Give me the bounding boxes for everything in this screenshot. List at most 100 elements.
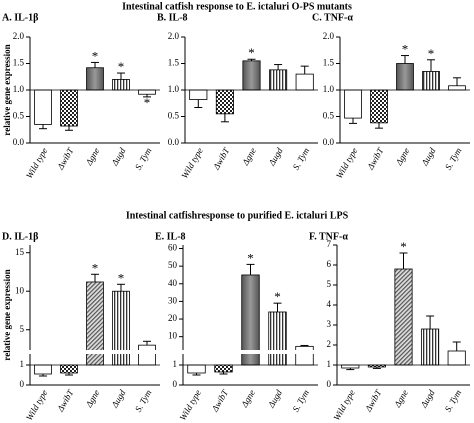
x-tick-label: S. Tym bbox=[290, 388, 311, 414]
y-tick-label: 0.0 bbox=[168, 137, 180, 147]
significance-star: * bbox=[92, 260, 99, 275]
x-tick-label: ΔwibT bbox=[363, 387, 384, 414]
x-tick-label: Wild type bbox=[334, 146, 360, 180]
x-tick-label: Δugd bbox=[109, 388, 128, 411]
y-tick-label: 5 bbox=[327, 279, 332, 289]
x-tick-label: Δgne bbox=[392, 388, 410, 410]
x-tick-label: Wild type bbox=[177, 388, 203, 422]
section-title: Intestinal catfishresponse to purified E… bbox=[126, 210, 349, 221]
significance-star: * bbox=[144, 95, 151, 110]
bar bbox=[295, 73, 314, 91]
bar bbox=[187, 364, 206, 374]
panel-title: B. IL-8 bbox=[157, 12, 188, 23]
x-tick-label: Δgne bbox=[240, 146, 258, 168]
x-tick-label: Δgne bbox=[83, 388, 101, 410]
bar bbox=[138, 344, 156, 366]
y-tick-label: 0.5 bbox=[13, 111, 25, 121]
bar bbox=[421, 328, 440, 366]
y-tick-label: 0 bbox=[173, 379, 178, 389]
y-axis-label: relative gene expression bbox=[2, 269, 12, 360]
bar bbox=[394, 268, 413, 366]
y-tick-label: 3 bbox=[327, 319, 332, 329]
x-tick-label: Δugd bbox=[418, 388, 437, 411]
y-tick-label: 5 bbox=[20, 324, 25, 334]
bar bbox=[215, 89, 234, 115]
y-tick-label: 1 bbox=[20, 359, 25, 369]
bar bbox=[189, 89, 208, 100]
panel-title: E. IL-8 bbox=[155, 231, 186, 242]
significance-star: * bbox=[400, 239, 407, 254]
bar bbox=[34, 89, 52, 125]
bar bbox=[448, 85, 466, 91]
y-tick-label: 0.5 bbox=[323, 111, 335, 121]
bar bbox=[138, 89, 156, 95]
x-tick-label: ΔwibT bbox=[55, 387, 76, 414]
y-tick-label: 2.0 bbox=[13, 31, 25, 41]
section-title: Intestinal catfish response to E. ictalu… bbox=[122, 1, 352, 12]
y-tick-label: 1.0 bbox=[13, 84, 25, 94]
y-tick-label: 2.0 bbox=[168, 31, 180, 41]
y-axis-label: relative gene expression bbox=[2, 44, 12, 135]
panel-title: F. TNF-α bbox=[309, 231, 348, 242]
significance-star: * bbox=[118, 59, 125, 74]
significance-star: * bbox=[428, 46, 435, 61]
axis-break bbox=[178, 350, 318, 354]
x-tick-label: Wild type bbox=[24, 388, 50, 422]
significance-star: * bbox=[402, 42, 409, 57]
bar bbox=[268, 311, 287, 366]
bar bbox=[370, 89, 388, 124]
bar bbox=[269, 69, 288, 91]
bar bbox=[86, 67, 104, 91]
bar bbox=[60, 89, 78, 127]
y-tick-label: 1 bbox=[173, 359, 178, 369]
y-tick-label: 1.0 bbox=[168, 84, 180, 94]
x-tick-label: ΔwibT bbox=[209, 387, 230, 414]
bar bbox=[447, 350, 466, 366]
x-tick-label: S. Tym bbox=[443, 146, 464, 172]
x-tick-label: S. Tym bbox=[291, 146, 312, 172]
y-tick-label: 4 bbox=[327, 299, 332, 309]
x-tick-label: Δugd bbox=[266, 146, 285, 169]
x-tick-label: Wild type bbox=[331, 388, 357, 422]
bar bbox=[295, 345, 314, 366]
x-tick-label: Δgne bbox=[83, 146, 101, 168]
x-tick-label: S. Tym bbox=[133, 146, 154, 172]
panel-title: C. TNF-α bbox=[312, 12, 353, 23]
y-tick-label: 40 bbox=[168, 278, 178, 288]
y-tick-label: 1.5 bbox=[13, 58, 25, 68]
bar bbox=[422, 71, 440, 91]
y-tick-label: 0.0 bbox=[323, 137, 335, 147]
y-tick-label: 20 bbox=[168, 313, 178, 323]
x-tick-label: ΔwibT bbox=[55, 145, 76, 172]
bar bbox=[34, 364, 52, 375]
x-tick-label: Δugd bbox=[419, 146, 438, 169]
y-tick-label: 2.0 bbox=[323, 31, 335, 41]
y-tick-label: 0 bbox=[327, 379, 332, 389]
bar bbox=[60, 364, 78, 374]
axis-break bbox=[25, 350, 160, 354]
x-tick-label: Δugd bbox=[265, 388, 284, 411]
bar bbox=[396, 63, 414, 91]
significance-star: * bbox=[247, 250, 254, 265]
y-tick-label: 6 bbox=[327, 259, 332, 269]
x-tick-label: ΔwibT bbox=[211, 145, 232, 172]
x-tick-label: Δugd bbox=[109, 146, 128, 169]
y-tick-label: 15 bbox=[15, 247, 25, 257]
significance-star: * bbox=[92, 48, 99, 63]
bar bbox=[214, 364, 233, 373]
y-tick-label: 0.0 bbox=[13, 137, 25, 147]
x-tick-label: Δgne bbox=[393, 146, 411, 168]
y-tick-label: 30 bbox=[168, 295, 178, 305]
significance-star: * bbox=[274, 289, 281, 304]
x-tick-label: ΔwibT bbox=[365, 145, 386, 172]
y-tick-label: 50 bbox=[168, 260, 178, 270]
y-tick-label: 7 bbox=[327, 239, 332, 249]
y-tick-label: 60 bbox=[168, 243, 178, 253]
y-tick-label: 0 bbox=[20, 379, 25, 389]
y-tick-label: 0.5 bbox=[168, 111, 180, 121]
significance-star: * bbox=[248, 45, 255, 60]
bar bbox=[112, 79, 130, 91]
panel-title: D. IL-1β bbox=[2, 231, 38, 242]
panel-title: A. IL-1β bbox=[2, 12, 38, 23]
